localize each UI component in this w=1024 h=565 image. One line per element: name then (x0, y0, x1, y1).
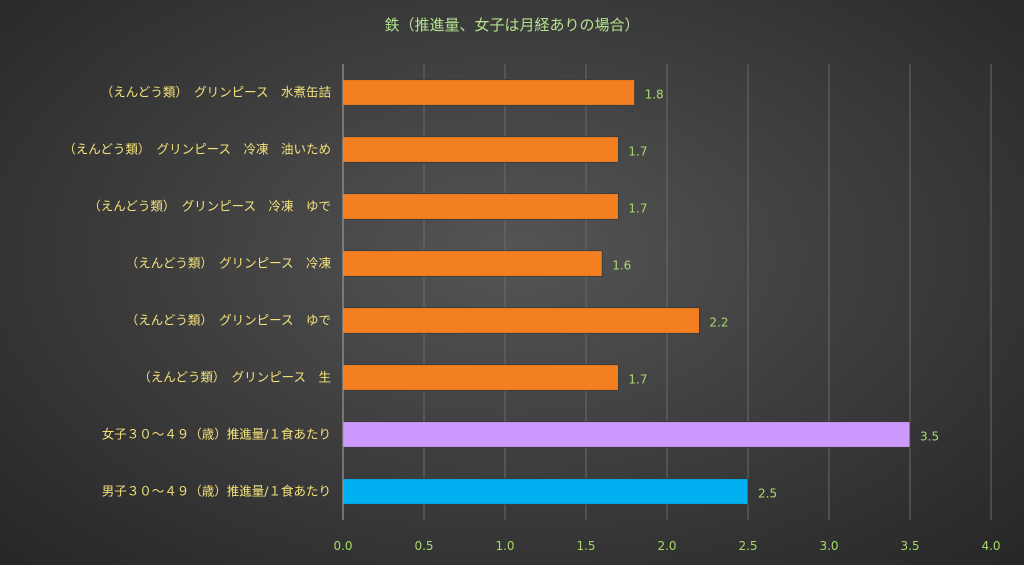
x-tick-label: 3.0 (819, 539, 838, 553)
x-tick-label: 0.5 (414, 539, 433, 553)
data-label: 2.2 (709, 316, 728, 330)
category-label: （えんどう類） グリンピース 冷凍 (126, 256, 332, 271)
data-labels: 1.8 1.7 1.7 1.6 2.2 1.7 3.5 2.5 (612, 88, 939, 501)
x-tick-label: 1.5 (576, 539, 595, 553)
x-tick-label: 0.0 (333, 539, 352, 553)
grid-lines (423, 64, 992, 520)
x-tick-label: 3.5 (900, 539, 919, 553)
bar (342, 79, 636, 106)
x-tick-label: 4.0 (981, 539, 1000, 553)
data-label: 3.5 (920, 430, 939, 444)
x-tick-label: 1.0 (495, 539, 514, 553)
category-label: （えんどう類） グリンピース 生 (138, 370, 331, 385)
x-tick-label: 2.5 (738, 539, 757, 553)
category-labels: （えんどう類） グリンピース 水煮缶詰 （えんどう類） グリンピース 冷凍 油いた… (63, 85, 331, 499)
category-label: 女子３０～４９（歳）推進量/１食あたり (102, 427, 331, 442)
x-tick-label: 2.0 (657, 539, 676, 553)
bars (342, 79, 911, 505)
data-label: 1.7 (628, 202, 647, 216)
bar (342, 307, 700, 334)
category-label: （えんどう類） グリンピース 水煮缶詰 (101, 85, 331, 100)
bar (342, 421, 911, 448)
data-label: 1.6 (612, 259, 631, 273)
bar (342, 250, 603, 277)
category-label: （えんどう類） グリンピース 冷凍 ゆで (88, 199, 331, 214)
bar (342, 478, 749, 505)
bar (342, 364, 619, 391)
bar (342, 136, 619, 163)
x-axis-tick-labels: 0.0 0.5 1.0 1.5 2.0 2.5 3.0 3.5 4.0 (333, 539, 1000, 553)
bar (342, 193, 619, 220)
data-label: 2.5 (758, 487, 777, 501)
data-label: 1.8 (645, 88, 664, 102)
category-label: （えんどう類） グリンピース ゆで (126, 313, 331, 328)
data-label: 1.7 (628, 145, 647, 159)
category-label: （えんどう類） グリンピース 冷凍 油いため (63, 142, 331, 157)
chart-title: 鉄（推進量、女子は月経ありの場合） (384, 16, 639, 34)
data-label: 1.7 (628, 373, 647, 387)
category-label: 男子３０～４９（歳）推進量/１食あたり (102, 484, 331, 499)
